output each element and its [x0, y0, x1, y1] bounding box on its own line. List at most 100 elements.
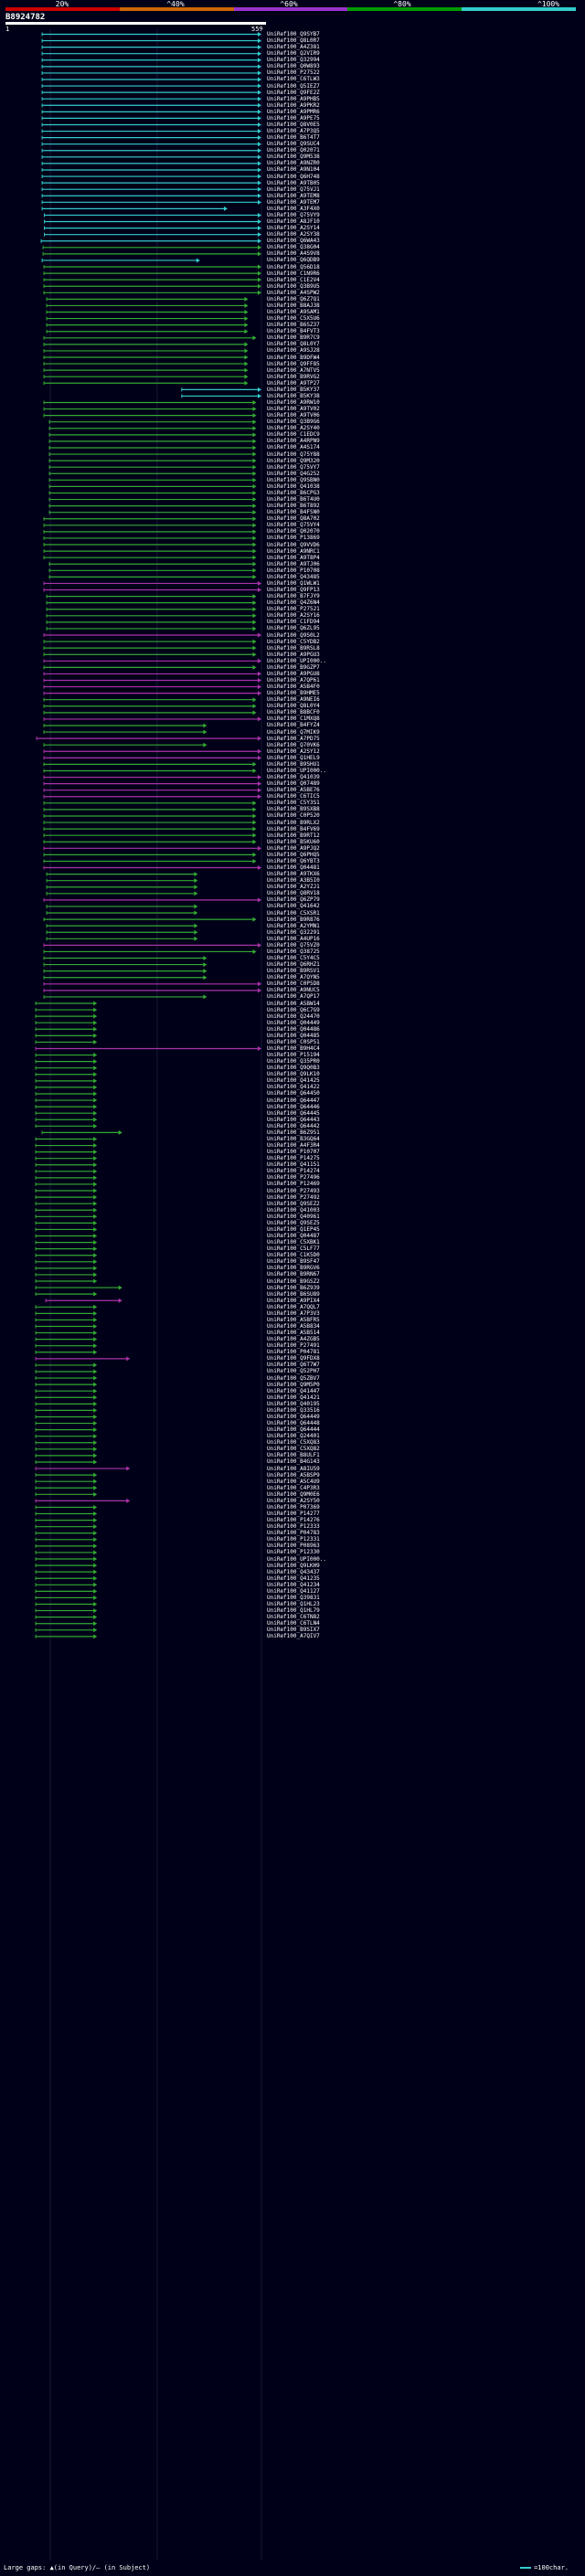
hit-row[interactable]: [35, 1485, 98, 1490]
hit-row[interactable]: [43, 988, 261, 993]
hit-row[interactable]: [35, 1330, 98, 1336]
hit-label[interactable]: UniRef100_A7P3V3: [267, 1309, 320, 1317]
hit-row[interactable]: [48, 419, 257, 425]
hit-label[interactable]: UniRef100_Q75VY9: [267, 211, 320, 218]
hit-row[interactable]: [43, 588, 261, 593]
hit-label[interactable]: UniRef100_B6SU89: [267, 1290, 320, 1298]
hit-label[interactable]: UniRef100_Q1HL79: [267, 1607, 320, 1615]
hit-row[interactable]: [35, 1259, 98, 1265]
hit-label[interactable]: UniRef100_Q41151: [267, 1161, 320, 1169]
hit-label[interactable]: UniRef100_Q1EP45: [267, 1225, 320, 1233]
hit-label[interactable]: UniRef100_P14277: [267, 1511, 320, 1518]
hit-row[interactable]: [46, 600, 257, 606]
hit-row[interactable]: [35, 1537, 98, 1542]
hit-label[interactable]: UniRef100_C1FD94: [267, 619, 320, 626]
hit-row[interactable]: [41, 122, 261, 127]
hit-label[interactable]: UniRef100_A9SAM1: [267, 309, 320, 315]
hit-row[interactable]: [43, 380, 249, 386]
hit-row[interactable]: [35, 1388, 98, 1394]
hit-row[interactable]: [35, 1220, 98, 1225]
hit-row[interactable]: [35, 1634, 98, 1639]
hit-label[interactable]: UniRef100_B9R876: [267, 916, 320, 923]
hit-row[interactable]: [41, 58, 261, 63]
hit-row[interactable]: [46, 872, 198, 877]
hit-row[interactable]: [35, 1091, 98, 1097]
hit-label[interactable]: UniRef100_Q9SEZ2: [267, 1200, 320, 1207]
hit-label[interactable]: UniRef100_C5Y4C5: [267, 955, 320, 961]
hit-row[interactable]: [46, 296, 249, 302]
hit-row[interactable]: [43, 852, 257, 857]
hit-label[interactable]: UniRef100_P27493: [267, 1187, 320, 1194]
hit-label[interactable]: UniRef100_Q9Q0B3: [267, 1065, 320, 1072]
hit-label[interactable]: UniRef100_B9RSL8: [267, 644, 320, 652]
hit-label[interactable]: UniRef100_B6CPG3: [267, 489, 320, 496]
hit-label[interactable]: UniRef100_P10707: [267, 1149, 320, 1156]
hit-row[interactable]: [35, 1266, 98, 1271]
hit-label[interactable]: UniRef100_B9DFW4: [267, 354, 320, 361]
hit-label[interactable]: UniRef100_C5Y3S1: [267, 800, 320, 807]
hit-label[interactable]: UniRef100_Q64443: [267, 1116, 320, 1123]
hit-row[interactable]: [44, 232, 261, 238]
hit-label[interactable]: UniRef100_A9TP27: [267, 379, 320, 387]
hit-label[interactable]: UniRef100_C6TN82: [267, 1614, 320, 1621]
hit-row[interactable]: [35, 1053, 98, 1058]
hit-label[interactable]: UniRef100_Q43437: [267, 1568, 320, 1575]
hit-label[interactable]: UniRef100_Q8L0Y4: [267, 703, 320, 710]
hit-row[interactable]: [41, 193, 261, 198]
hit-row[interactable]: [43, 800, 257, 806]
hit-label[interactable]: UniRef100_Q9SUC4: [267, 141, 320, 148]
hit-row[interactable]: [35, 1285, 122, 1290]
hit-row[interactable]: [43, 826, 257, 832]
hit-row[interactable]: [35, 1511, 98, 1517]
hit-row[interactable]: [35, 1556, 98, 1562]
hit-label[interactable]: UniRef100_A9NUC5: [267, 987, 320, 994]
hit-label[interactable]: UniRef100_B9SIX7: [267, 1627, 320, 1634]
hit-label[interactable]: UniRef100_Q6H748: [267, 173, 320, 180]
hit-label[interactable]: UniRef100_Q9SEZ5: [267, 1219, 320, 1226]
hit-row[interactable]: [43, 658, 261, 663]
hit-row[interactable]: [35, 1563, 98, 1568]
hit-label[interactable]: UniRef100_A4Z381: [267, 44, 320, 51]
hit-label[interactable]: UniRef100_Q8V0E5: [267, 121, 320, 128]
hit-label[interactable]: UniRef100_P04783: [267, 1530, 320, 1537]
hit-row[interactable]: [43, 710, 257, 716]
hit-label[interactable]: UniRef100_Q9M320: [267, 457, 320, 464]
hit-row[interactable]: [40, 239, 261, 244]
hit-row[interactable]: [35, 1447, 98, 1452]
hit-row[interactable]: [181, 387, 261, 392]
hit-row[interactable]: [46, 923, 198, 928]
hit-label[interactable]: UniRef100_Q6C7G9: [267, 1006, 320, 1013]
hit-row[interactable]: [46, 936, 198, 941]
hit-row[interactable]: [48, 439, 257, 444]
hit-label[interactable]: UniRef100_Q75VZ0: [267, 941, 320, 949]
hit-label[interactable]: UniRef100_Q04481: [267, 864, 320, 872]
hit-label[interactable]: UniRef100_A7QP61: [267, 677, 320, 684]
hit-label[interactable]: UniRef100_Q2VIR9: [267, 50, 320, 58]
hit-label[interactable]: UniRef100_A9PGU3: [267, 651, 320, 658]
hit-label[interactable]: UniRef100_A5B514: [267, 1330, 320, 1337]
hit-label[interactable]: UniRef100_Q9LKH9: [267, 1562, 320, 1569]
hit-label[interactable]: UniRef100_C1N9R6: [267, 270, 320, 277]
hit-label[interactable]: UniRef100_B8AJ38: [267, 302, 320, 309]
hit-row[interactable]: [43, 781, 261, 787]
hit-row[interactable]: [43, 529, 257, 535]
hit-label[interactable]: UniRef100_B9RT12: [267, 832, 320, 839]
hit-row[interactable]: [35, 1550, 98, 1555]
hit-row[interactable]: [41, 174, 261, 179]
hit-row[interactable]: [43, 832, 257, 838]
hit-row[interactable]: [35, 1414, 98, 1419]
hit-row[interactable]: [35, 1337, 98, 1342]
hit-row[interactable]: [35, 1595, 98, 1600]
hit-row[interactable]: [35, 1013, 98, 1019]
hit-row[interactable]: [35, 1621, 98, 1627]
hit-label[interactable]: UniRef100_B6T4U0: [267, 496, 320, 504]
hit-row[interactable]: [43, 555, 257, 560]
hit-label[interactable]: UniRef100_A8JF10: [267, 218, 320, 226]
hit-label[interactable]: UniRef100_C6TLN4: [267, 1620, 320, 1627]
hit-row[interactable]: [35, 1427, 98, 1433]
hit-label[interactable]: UniRef100_Q5ZBV7: [267, 1374, 320, 1382]
hit-row[interactable]: [35, 1291, 98, 1297]
hit-label[interactable]: UniRef100_P07369: [267, 1503, 320, 1511]
hit-row[interactable]: [43, 523, 257, 528]
hit-label[interactable]: UniRef100_B9GZP7: [267, 663, 320, 671]
